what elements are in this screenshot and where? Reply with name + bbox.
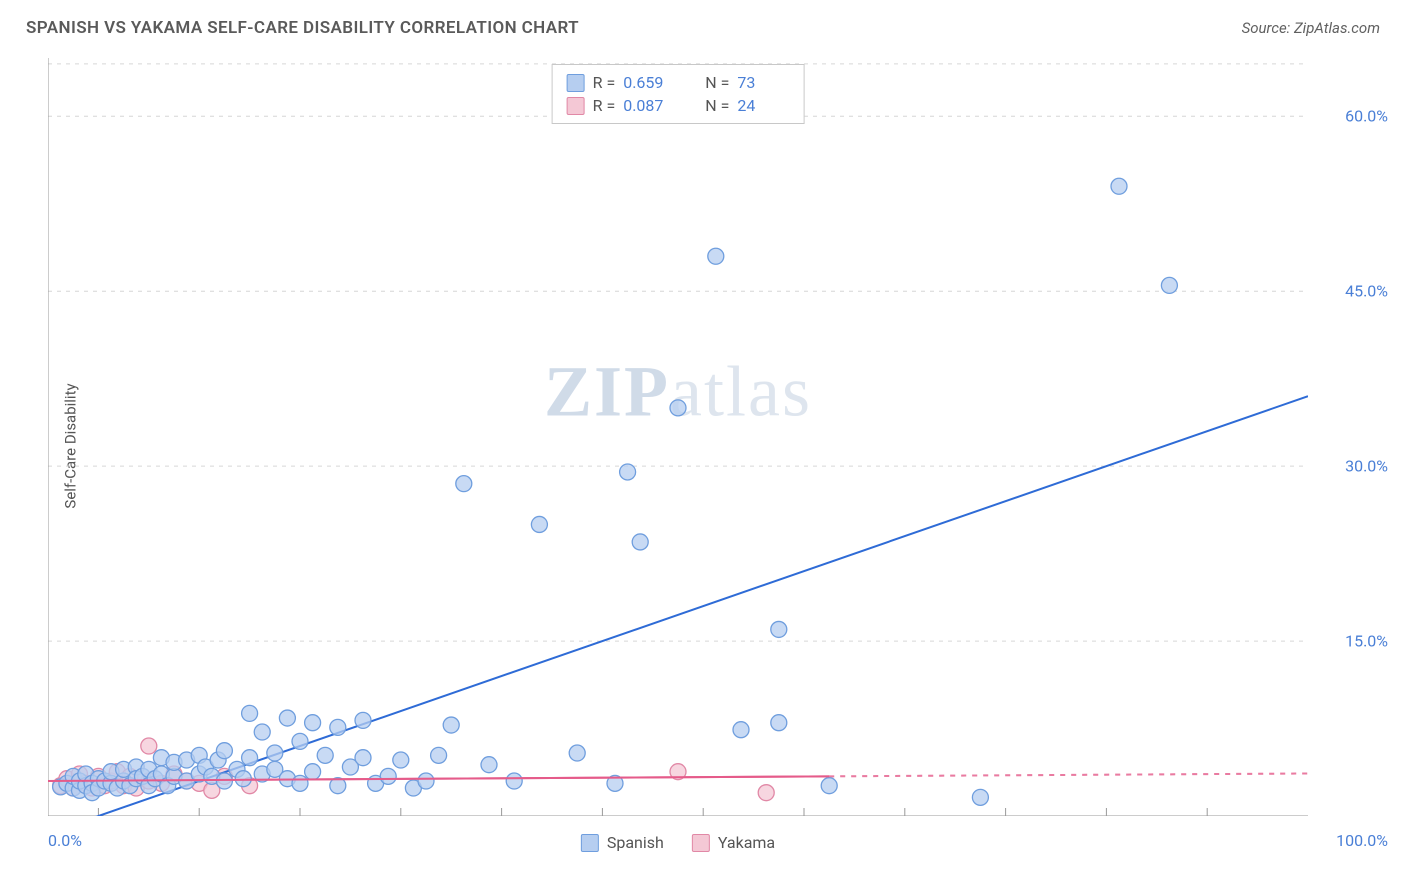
legend-row: R =0.087N =24 <box>567 94 790 117</box>
legend-row: R =0.659N =73 <box>567 71 790 94</box>
y-tick-label: 15.0% <box>1345 632 1388 651</box>
legend-swatch <box>692 834 710 852</box>
y-tick-label: 60.0% <box>1345 107 1388 126</box>
y-tick-label: 30.0% <box>1345 457 1388 476</box>
legend-swatch <box>567 74 585 92</box>
chart-title: SPANISH VS YAKAMA SELF-CARE DISABILITY C… <box>26 18 579 38</box>
scatter-plot-svg <box>48 58 1308 816</box>
legend-swatch <box>581 834 599 852</box>
x-axis-max-label: 100.0% <box>1336 831 1388 850</box>
y-tick-label: 45.0% <box>1345 282 1388 301</box>
source-label: Source: ZipAtlas.com <box>1242 19 1380 37</box>
series-legend: Spanish Yakama <box>581 833 775 852</box>
series-legend-item: Spanish <box>581 833 664 852</box>
legend-swatch <box>567 97 585 115</box>
correlation-legend: R =0.659N =73R =0.087N =24 <box>552 64 805 124</box>
series-legend-item: Yakama <box>692 833 775 852</box>
series-legend-label: Yakama <box>718 833 775 852</box>
x-axis-min-label: 0.0% <box>48 831 82 850</box>
series-legend-label: Spanish <box>607 833 664 852</box>
chart-plot-area: ZIPatlas R =0.659N =73R =0.087N =24 0.0%… <box>48 58 1308 816</box>
